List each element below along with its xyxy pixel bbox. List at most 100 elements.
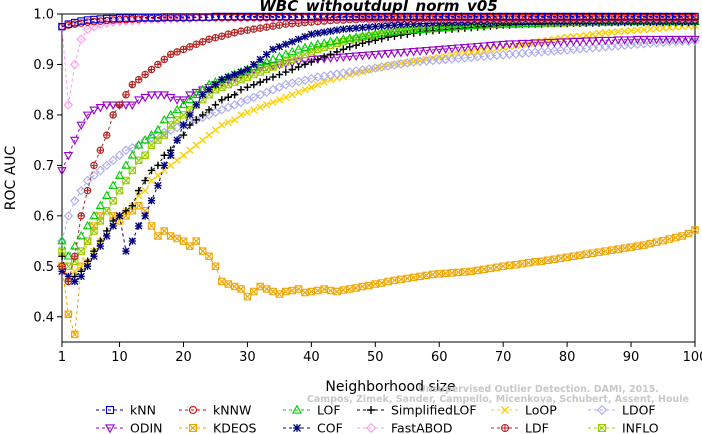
legend-marker	[367, 406, 375, 414]
legend-label: LoOP	[525, 403, 557, 418]
x-tick-label: 50	[367, 350, 384, 365]
data-point-lof	[370, 29, 381, 38]
data-point-lof	[102, 190, 112, 200]
data-point-cof	[410, 20, 418, 28]
data-point-kdeos	[512, 261, 520, 269]
x-tick-label: 80	[559, 350, 576, 365]
data-point-odin	[82, 111, 93, 121]
data-point-simplifiedlof	[358, 39, 367, 47]
data-point-ldof	[191, 115, 202, 125]
data-point-kdeos	[518, 260, 527, 268]
data-point-loop	[211, 126, 220, 134]
data-point-fastabod	[63, 100, 74, 110]
data-point-ldf	[154, 60, 162, 69]
data-point-ldf	[109, 111, 117, 119]
legend-marker	[188, 423, 198, 433]
legend-marker	[105, 405, 115, 415]
data-point-kdeos	[205, 252, 213, 260]
data-point-lof	[440, 22, 451, 31]
data-point-cof	[109, 222, 117, 230]
data-point-kdeos	[556, 254, 565, 262]
data-point-kdeos	[678, 232, 686, 240]
x-tick-label: 60	[431, 350, 448, 365]
data-point-ldf	[58, 262, 66, 270]
data-point-odin	[517, 39, 528, 49]
data-point-simplifiedlof	[135, 186, 143, 195]
data-point-lof	[146, 129, 157, 139]
data-point-loop	[582, 31, 590, 39]
data-point-simplifiedlof	[147, 166, 156, 175]
legend-label: ODIN	[130, 421, 163, 434]
legend-item-knn: kNN	[96, 403, 156, 418]
data-point-cof	[294, 35, 303, 43]
data-point-odin	[121, 101, 131, 110]
data-point-odin	[626, 36, 636, 45]
legend-label: LDOF	[622, 403, 656, 418]
legend-marker	[501, 406, 509, 414]
data-point-loop	[141, 186, 149, 195]
legend-item-odin: ODIN	[96, 421, 163, 434]
data-point-ldf	[230, 29, 239, 37]
data-point-odin	[479, 42, 489, 51]
data-point-fastabod	[89, 21, 99, 32]
data-point-loop	[627, 26, 635, 35]
data-point-odin	[415, 47, 425, 56]
data-point-odin	[421, 46, 432, 56]
data-point-loop	[71, 267, 79, 276]
data-point-odin	[440, 45, 451, 54]
data-point-odin	[511, 40, 521, 49]
data-point-simplifiedlof	[346, 43, 354, 51]
data-point-loop	[243, 108, 252, 117]
x-tick-label: 10	[111, 350, 128, 365]
data-point-ldof	[229, 100, 240, 110]
data-point-kdeos	[358, 282, 367, 291]
data-point-ldf	[224, 30, 232, 38]
data-point-kdeos	[371, 280, 380, 288]
data-point-odin	[89, 106, 99, 116]
data-point-kdeos	[250, 287, 258, 296]
data-point-ldf	[71, 252, 79, 260]
data-point-simplifiedlof	[218, 96, 226, 104]
data-point-loop	[230, 116, 239, 124]
data-point-kdeos	[486, 264, 495, 273]
data-point-ldof	[140, 135, 150, 145]
y-tick-label: 0.4	[33, 310, 54, 325]
data-point-ldof	[204, 110, 214, 120]
data-point-kdeos	[352, 284, 360, 292]
data-point-simplifiedlof	[262, 75, 271, 84]
data-point-cof	[282, 40, 290, 48]
data-point-lof	[159, 114, 170, 124]
data-point-kdeos	[640, 241, 648, 249]
legend-item-loop: LoOP	[491, 403, 557, 418]
data-point-odin	[658, 35, 668, 45]
x-tick-label: 40	[303, 350, 320, 365]
data-point-ldof	[76, 185, 86, 196]
data-point-simplifiedlof	[243, 83, 252, 91]
data-point-cof	[90, 252, 98, 260]
data-point-kdeos	[186, 242, 194, 250]
data-point-lof	[281, 49, 291, 58]
data-point-cof	[390, 21, 399, 29]
data-point-ldof	[133, 140, 144, 150]
data-point-simplifiedlof	[275, 70, 284, 79]
data-point-cof	[288, 38, 296, 46]
data-point-ldf	[205, 35, 213, 43]
data-point-kdeos	[601, 247, 610, 255]
data-point-ldf	[243, 26, 252, 34]
data-point-kdeos	[537, 257, 546, 266]
data-point-ldf	[147, 65, 156, 74]
data-point-kdeos	[493, 263, 501, 272]
data-point-cof	[250, 60, 258, 69]
data-point-odin	[63, 151, 74, 161]
data-point-odin	[338, 53, 349, 63]
data-point-simplifiedlof	[397, 31, 405, 39]
data-point-odin	[581, 37, 592, 46]
data-point-kdeos	[301, 288, 309, 297]
legend-item-cof: COF	[283, 421, 343, 434]
data-point-lof	[70, 240, 80, 250]
data-point-lof	[300, 42, 310, 52]
data-point-loop	[256, 103, 264, 112]
data-point-odin	[140, 93, 150, 103]
data-point-odin	[389, 49, 400, 58]
data-point-lof	[114, 170, 125, 179]
